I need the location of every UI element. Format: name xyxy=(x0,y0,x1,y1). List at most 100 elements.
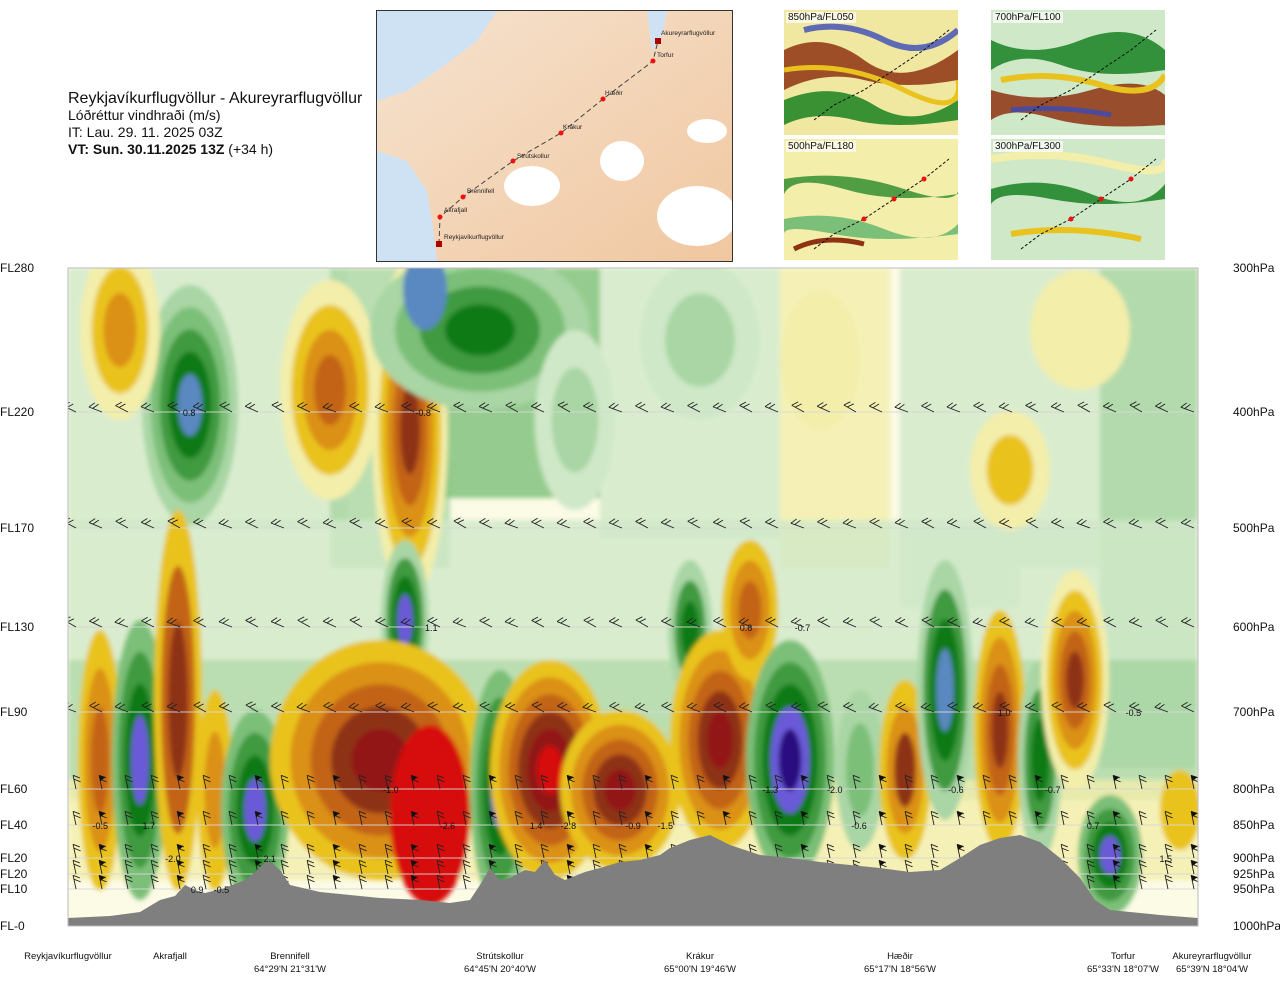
station-marker-7 xyxy=(655,38,661,44)
wind-barb xyxy=(488,843,497,859)
wind-barb xyxy=(219,401,233,413)
wind-barb xyxy=(947,268,961,269)
wind-barb xyxy=(644,774,653,790)
value-label: -0.5 xyxy=(1126,708,1142,718)
wind-barb xyxy=(68,702,77,713)
left-axis-label: FL280 xyxy=(0,261,34,275)
wind-barb xyxy=(947,701,961,713)
wind-barb xyxy=(687,268,701,269)
wind-barb xyxy=(384,843,393,859)
wind-barb xyxy=(930,810,939,826)
wind-barb xyxy=(592,843,601,859)
wind-barb xyxy=(306,859,315,875)
wind-barb xyxy=(98,859,107,875)
valid-time-lead: (+34 h) xyxy=(224,141,274,157)
wind-barb xyxy=(115,268,129,269)
title-block: Reykjavíkurflugvöllur - Akureyrarflugvöl… xyxy=(68,90,362,158)
wind-barb xyxy=(504,518,519,529)
wind-barb xyxy=(254,774,263,790)
wind-barb xyxy=(608,518,623,529)
wind-barb xyxy=(426,268,441,269)
wind-barb xyxy=(1112,859,1121,875)
left-axis-label: FL220 xyxy=(0,405,34,419)
wind-barb xyxy=(972,702,987,713)
wind-barb xyxy=(1024,617,1039,628)
wind-barb xyxy=(894,402,909,413)
wind-barb xyxy=(410,843,419,859)
wind-barb xyxy=(401,517,415,529)
wind-barb xyxy=(88,402,103,413)
wind-barb xyxy=(843,701,857,713)
wind-barb xyxy=(582,268,597,269)
value-label: 1.5 xyxy=(1159,854,1172,864)
wind-barb xyxy=(1112,843,1121,859)
wind-barb xyxy=(1190,859,1198,875)
wind-barb xyxy=(245,701,259,713)
wind-barb xyxy=(738,702,753,713)
wind-barb xyxy=(1102,268,1117,269)
wind-barb xyxy=(410,810,419,826)
left-axis-label: FL40 xyxy=(0,818,28,832)
terrain-profile xyxy=(68,835,1198,926)
wind-barb xyxy=(167,268,181,269)
wind-barb xyxy=(817,701,831,713)
wind-barb xyxy=(592,774,601,790)
wind-barb xyxy=(124,843,133,859)
field-contour xyxy=(680,601,700,659)
wind-barb xyxy=(878,810,887,826)
location-coord: 65°33'N 18°07'W xyxy=(1087,964,1159,975)
wind-barb xyxy=(167,517,181,529)
field-contour xyxy=(103,292,137,368)
wind-barb xyxy=(843,401,857,413)
station-marker-5 xyxy=(600,96,606,102)
value-label: 1.1 xyxy=(425,623,438,633)
wind-barb xyxy=(895,701,909,713)
field-contour xyxy=(778,728,802,792)
panel-300hpa[interactable]: 300hPa/FL300 xyxy=(991,139,1165,260)
wind-barb xyxy=(1138,810,1147,826)
wind-barb xyxy=(1138,774,1147,790)
wind-barb xyxy=(1025,517,1039,529)
wind-barb xyxy=(514,810,523,826)
wind-barb xyxy=(479,701,493,713)
wind-barb xyxy=(540,774,549,790)
wind-barb xyxy=(800,843,809,859)
wind-barb xyxy=(739,268,753,269)
wind-barb xyxy=(1060,774,1069,790)
wind-barb xyxy=(124,859,133,875)
wind-barb xyxy=(98,810,107,826)
wind-barb xyxy=(306,774,315,790)
wind-barb xyxy=(228,810,237,826)
wind-barb xyxy=(1051,517,1065,529)
route-map[interactable]: Akureyrarflugvöllur Torfur Hæðir Krákur … xyxy=(376,10,733,262)
field-contour xyxy=(536,745,564,795)
wind-barb xyxy=(790,702,805,713)
wind-barb xyxy=(1164,874,1173,890)
wind-barb xyxy=(349,268,363,269)
wind-barb xyxy=(582,702,597,713)
wind-barb xyxy=(297,517,311,529)
wind-barb xyxy=(644,843,653,859)
wind-barb xyxy=(1025,401,1039,413)
wind-barb xyxy=(904,810,913,826)
wind-barb xyxy=(280,774,289,790)
wind-barb xyxy=(566,859,575,875)
station-marker-3 xyxy=(510,158,516,164)
wind-barb xyxy=(322,402,337,413)
wind-barb xyxy=(453,401,467,413)
wind-barb xyxy=(1086,774,1095,790)
wind-barb xyxy=(322,518,337,529)
wind-barb xyxy=(349,517,363,529)
valid-time: VT: Sun. 30.11.2025 13Z (+34 h) xyxy=(68,141,362,158)
wind-barb xyxy=(790,617,805,628)
wind-barb xyxy=(1155,616,1169,628)
panel-700hpa[interactable]: 700hPa/FL100 xyxy=(991,10,1165,135)
panel-850hpa[interactable]: 850hPa/FL050 xyxy=(784,10,958,135)
wind-barb xyxy=(124,874,133,890)
panel-500hpa[interactable]: 500hPa/FL180 xyxy=(784,139,958,260)
field-contour xyxy=(403,268,447,330)
wind-barb xyxy=(566,774,575,790)
wind-barb xyxy=(254,810,263,826)
wind-barb xyxy=(635,616,649,628)
